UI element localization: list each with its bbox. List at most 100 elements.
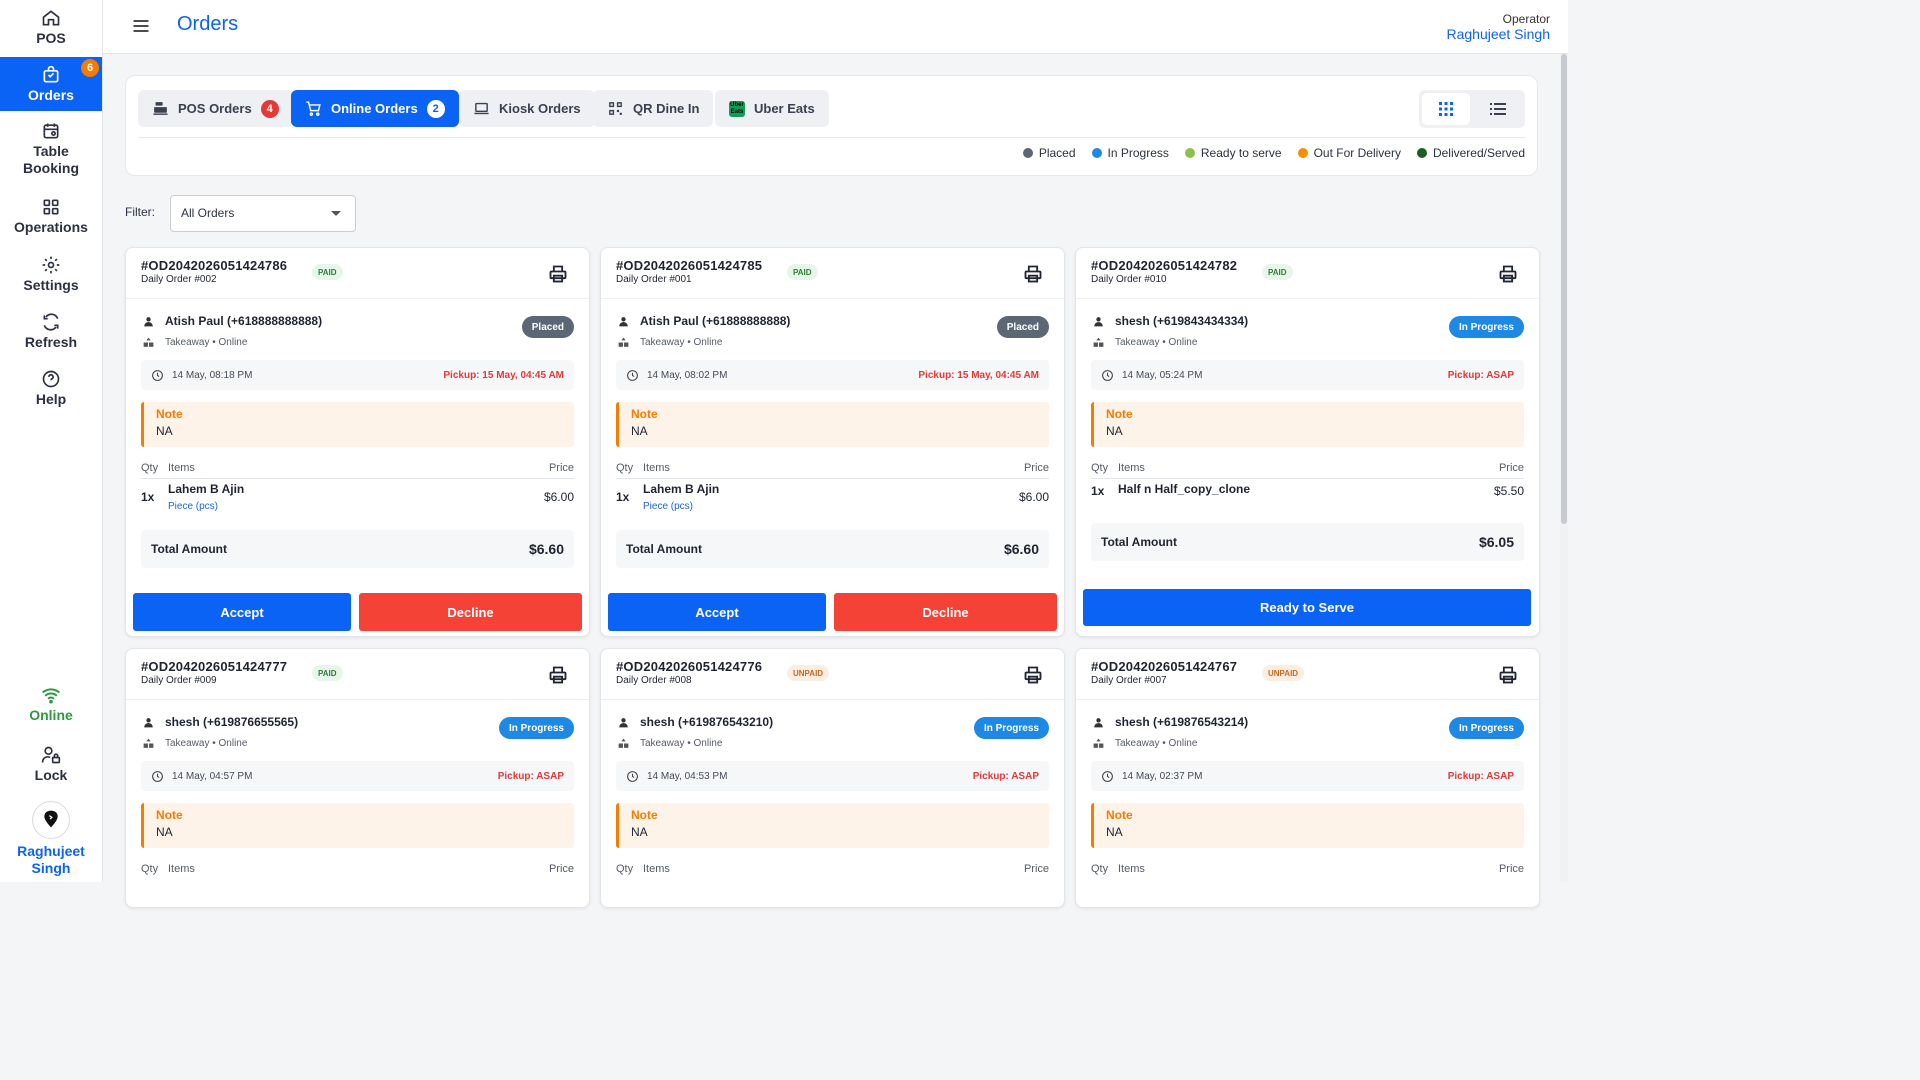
order-time-text: 14 May, 04:57 PM xyxy=(172,770,253,782)
order-time: 14 May, 04:53 PM xyxy=(626,770,727,783)
customer-name: Atish Paul (+618888888888) xyxy=(165,314,323,328)
sidebar-item-settings[interactable]: Settings xyxy=(0,252,102,296)
items-table-header: Qty Items Price xyxy=(141,462,574,474)
list-view-button[interactable] xyxy=(1474,93,1522,125)
menu-icon[interactable] xyxy=(131,16,151,36)
sidebar-item-help[interactable]: Help xyxy=(0,366,102,410)
order-note: Note NA xyxy=(616,402,1049,447)
sidebar-item-table-booking[interactable]: Table Booking xyxy=(0,118,102,180)
top-bar: Orders Operator Raghujeet Singh xyxy=(103,0,1568,54)
takeaway-icon xyxy=(1093,337,1104,347)
sidebar-item-orders[interactable]: Orders 6 xyxy=(0,57,102,111)
order-time-row: 14 May, 02:37 PM Pickup: ASAP xyxy=(1091,761,1524,791)
channel-text: Takeaway • Online xyxy=(640,738,723,749)
user-icon xyxy=(1094,316,1103,326)
tab-pos-orders[interactable]: POS Orders 4 xyxy=(138,90,293,127)
item-qty: 1x xyxy=(141,490,155,504)
legend-label: Ready to serve xyxy=(1200,146,1282,160)
price-header: Price xyxy=(1498,863,1524,875)
decline-button[interactable]: Decline xyxy=(834,593,1057,631)
order-time-text: 14 May, 02:37 PM xyxy=(1122,770,1203,782)
item-qty: 1x xyxy=(616,490,630,504)
order-time-text: 14 May, 04:53 PM xyxy=(647,770,728,782)
operator-label: Operator xyxy=(1502,12,1550,26)
filter-value: All Orders xyxy=(181,206,235,220)
channel-text: Takeaway • Online xyxy=(640,337,723,348)
gear-icon xyxy=(42,256,60,273)
customer-info: shesh (+619876543210) xyxy=(617,715,773,729)
lock-label: Lock xyxy=(34,766,68,783)
cart-icon xyxy=(306,101,321,116)
avatar xyxy=(32,801,70,839)
sidebar-item-operations[interactable]: Operations xyxy=(0,194,102,238)
order-id: #OD2042026051424786 xyxy=(141,258,288,273)
printer-icon[interactable] xyxy=(1023,665,1043,685)
divider xyxy=(126,298,589,299)
ready-to-serve-button[interactable]: Ready to Serve xyxy=(1083,589,1531,626)
user-icon xyxy=(619,717,628,727)
scrollbar[interactable] xyxy=(1560,54,1568,882)
order-header: #OD2042026051424776 Daily Order #008 UNP… xyxy=(616,659,1049,699)
total-label: Total Amount xyxy=(151,542,227,556)
pickup-time: Pickup: ASAP xyxy=(1447,770,1514,782)
sidebar-item-label: POS xyxy=(36,30,66,46)
order-filter-select[interactable]: All Orders xyxy=(170,195,356,232)
sidebar-item-refresh[interactable]: Refresh xyxy=(0,309,102,353)
user-profile[interactable]: Raghujeet Singh xyxy=(0,800,102,878)
item-name-text: Lahem B Ajin xyxy=(168,482,245,496)
order-channel: Takeaway • Online xyxy=(1092,737,1197,750)
divider xyxy=(141,478,574,479)
divider xyxy=(1091,478,1524,479)
divider xyxy=(601,699,1064,700)
payment-status-badge: PAID xyxy=(312,665,343,681)
order-status-badge: In Progress xyxy=(1448,717,1524,739)
tab-label: Online Orders xyxy=(331,101,418,116)
accept-button[interactable]: Accept xyxy=(608,593,826,631)
note-text: NA xyxy=(156,424,173,438)
legend-item-ready: Ready to serve xyxy=(1184,146,1282,160)
connection-status-label: Online xyxy=(29,706,73,723)
accept-button[interactable]: Accept xyxy=(133,593,351,631)
item-price: $5.50 xyxy=(1493,484,1524,498)
printer-icon[interactable] xyxy=(1498,665,1518,685)
help-icon xyxy=(42,370,60,387)
takeaway-icon xyxy=(618,738,629,748)
calendar-icon xyxy=(43,123,59,139)
grid-dots-icon xyxy=(1439,102,1453,116)
clock-icon xyxy=(152,770,163,782)
tab-qr-dine-in[interactable]: QR Dine In xyxy=(593,90,714,127)
printer-icon[interactable] xyxy=(548,665,568,685)
clock-icon xyxy=(627,369,638,381)
view-toggle xyxy=(1419,90,1525,128)
note-text: NA xyxy=(631,825,648,839)
order-channel: Takeaway • Online xyxy=(142,336,247,349)
scrollbar-thumb[interactable] xyxy=(1561,54,1567,524)
legend-dot xyxy=(1416,148,1427,158)
decline-button[interactable]: Decline xyxy=(359,593,582,631)
grid-icon xyxy=(43,199,59,214)
sidebar-item-pos[interactable]: POS xyxy=(0,0,102,55)
sidebar-item-label: Operations xyxy=(14,218,88,235)
printer-icon[interactable] xyxy=(1023,264,1043,284)
order-time-row: 14 May, 08:18 PM Pickup: 15 May, 04:45 A… xyxy=(141,360,574,390)
order-header: #OD2042026051424785 Daily Order #001 PAI… xyxy=(616,258,1049,298)
printer-icon[interactable] xyxy=(1498,264,1518,284)
sidebar-item-label: Table Booking xyxy=(23,143,79,176)
total-amount-row: Total Amount $6.05 xyxy=(1091,523,1524,561)
tab-online-orders[interactable]: Online Orders 2 xyxy=(291,90,459,127)
order-card: #OD2042026051424782 Daily Order #010 PAI… xyxy=(1075,247,1540,637)
customer-name: shesh (+619843434334) xyxy=(1115,314,1249,328)
bag-icon xyxy=(43,65,59,82)
pickup-time: Pickup: 15 May, 04:45 AM xyxy=(443,369,564,381)
note-text: NA xyxy=(1106,825,1123,839)
grid-view-button[interactable] xyxy=(1422,93,1470,125)
items-table-header: Qty Items Price xyxy=(1091,462,1524,474)
item-name-text: Half n Half_copy_clone xyxy=(1118,482,1251,496)
lock-button[interactable]: Lock xyxy=(0,744,102,784)
takeaway-icon xyxy=(143,337,154,347)
printer-icon[interactable] xyxy=(548,264,568,284)
order-channel: Takeaway • Online xyxy=(617,336,722,349)
user-icon xyxy=(144,316,153,326)
tab-uber-eats[interactable]: Uber Eats Uber Eats xyxy=(715,90,829,127)
tab-kiosk-orders[interactable]: Kiosk Orders xyxy=(459,90,595,127)
